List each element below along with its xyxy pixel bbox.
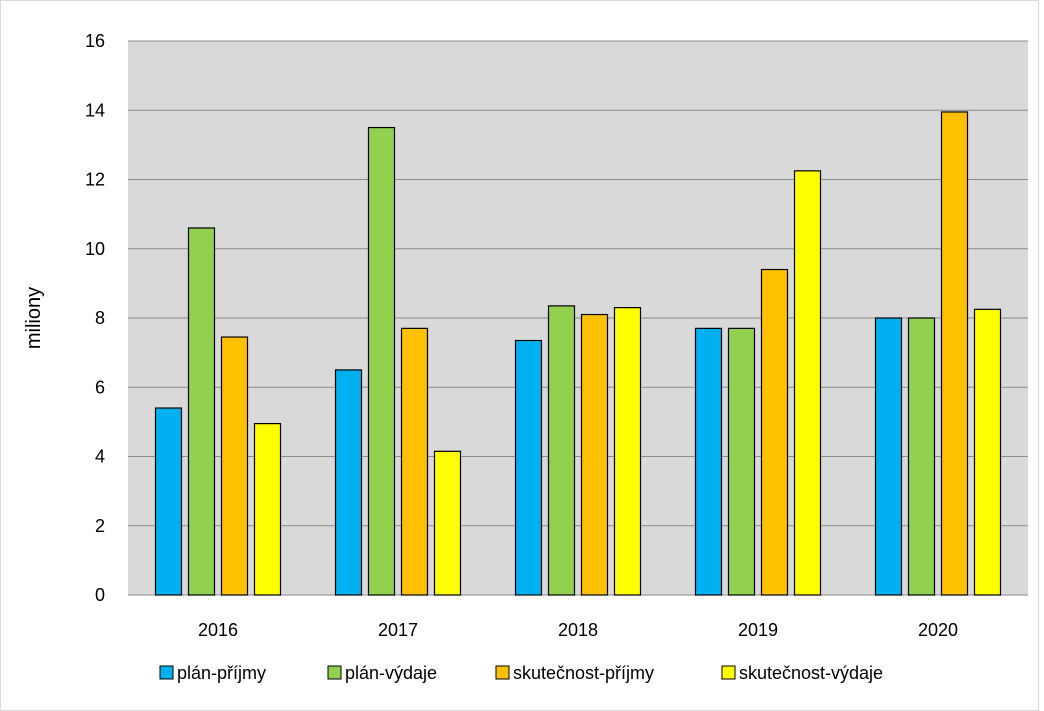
bar-2017-1 [367, 126, 396, 596]
bar-2019-1 [727, 327, 756, 596]
bar-2016-0 [154, 407, 183, 596]
bar-2018-1 [547, 305, 576, 596]
legend-label: skutečnost-příjmy [513, 663, 654, 683]
legend-swatch [159, 665, 174, 680]
y-tick-label: 16 [85, 31, 105, 51]
x-axis-tick-labels: 2016 2017 2018 2019 2020 [198, 620, 958, 640]
legend-label: plán-příjmy [177, 663, 266, 683]
x-tick-label: 2016 [198, 620, 238, 640]
bar-2016-1 [187, 227, 216, 596]
legend-swatch [721, 665, 736, 680]
y-tick-label: 6 [95, 377, 105, 397]
bar-2020-3 [973, 308, 1002, 596]
bar-2017-0 [334, 369, 363, 596]
bar-2020-2 [940, 111, 969, 596]
bar-2020-0 [874, 317, 903, 596]
y-tick-label: 12 [85, 170, 105, 190]
y-tick-label: 14 [85, 100, 105, 120]
bar-2018-3 [613, 307, 642, 596]
bar-2017-3 [433, 450, 462, 596]
y-tick-label: 2 [95, 516, 105, 536]
y-tick-label: 8 [95, 308, 105, 328]
bar-2018-0 [514, 339, 543, 596]
y-axis-tick-labels: 0 2 4 6 8 10 12 14 16 [85, 31, 105, 605]
bar-2016-2 [220, 336, 249, 596]
bar-2020-1 [907, 317, 936, 596]
bar-2018-2 [580, 313, 609, 596]
x-tick-label: 2020 [918, 620, 958, 640]
y-axis-title: miliony [23, 287, 45, 349]
x-tick-label: 2019 [738, 620, 778, 640]
bars [154, 111, 1002, 596]
y-tick-label: 10 [85, 239, 105, 259]
legend-swatch [327, 665, 342, 680]
bar-2017-2 [400, 327, 429, 596]
bar-2016-3 [253, 423, 282, 596]
legend-label: plán-výdaje [345, 663, 437, 683]
x-tick-label: 2017 [378, 620, 418, 640]
y-tick-label: 4 [95, 447, 105, 467]
bar-2019-3 [793, 170, 822, 596]
legend-swatch [495, 665, 510, 680]
bar-2019-2 [760, 268, 789, 596]
x-tick-label: 2018 [558, 620, 598, 640]
legend-label: skutečnost-výdaje [739, 663, 883, 683]
bar-2019-0 [694, 327, 723, 596]
legend: plán-příjmy plán-výdaje skutečnost-příjmy s… [159, 663, 883, 683]
y-tick-label: 0 [95, 585, 105, 605]
